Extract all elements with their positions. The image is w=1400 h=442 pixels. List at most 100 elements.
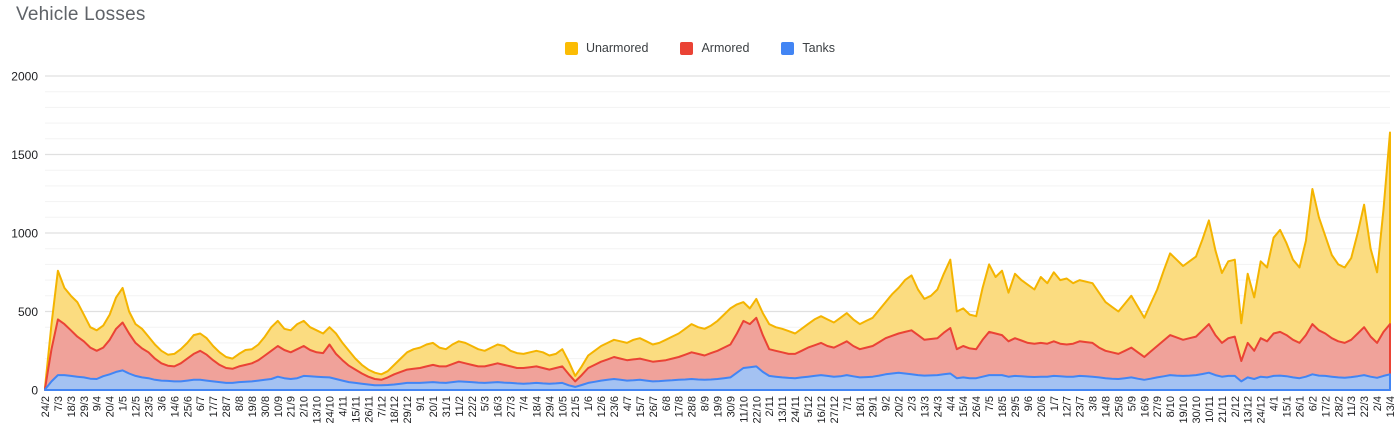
svg-text:24/12: 24/12 — [1256, 396, 1268, 424]
svg-text:14/8: 14/8 — [1101, 396, 1113, 417]
svg-text:2/3: 2/3 — [907, 396, 919, 411]
svg-text:6/8: 6/8 — [661, 396, 673, 411]
svg-text:21/9: 21/9 — [286, 396, 298, 417]
svg-text:27/12: 27/12 — [829, 396, 841, 424]
svg-text:6/7: 6/7 — [195, 396, 207, 411]
svg-text:13/3: 13/3 — [919, 396, 931, 417]
svg-text:7/5: 7/5 — [984, 396, 996, 411]
armored-swatch-icon — [680, 41, 694, 55]
svg-text:30/8: 30/8 — [260, 396, 272, 417]
svg-text:5/3: 5/3 — [480, 396, 492, 411]
svg-text:15/1: 15/1 — [1282, 396, 1294, 417]
svg-text:6/2: 6/2 — [1307, 396, 1319, 411]
svg-text:24/2: 24/2 — [40, 396, 52, 417]
svg-text:17/7: 17/7 — [208, 396, 220, 417]
svg-text:20/6: 20/6 — [1036, 396, 1048, 417]
svg-text:9/4: 9/4 — [92, 396, 104, 411]
svg-text:10/5: 10/5 — [557, 396, 569, 417]
svg-text:28/8: 28/8 — [687, 396, 699, 417]
svg-text:28/7: 28/7 — [221, 396, 233, 417]
unarmored-swatch-icon — [564, 41, 578, 55]
legend-label-tanks: Tanks — [802, 41, 836, 55]
legend-label-unarmored: Unarmored — [585, 41, 649, 55]
legend-item-unarmored: Unarmored — [564, 41, 649, 55]
svg-text:24/10: 24/10 — [325, 396, 337, 424]
chart-legend: Unarmored Armored Tanks — [0, 41, 1400, 55]
svg-text:18/3: 18/3 — [66, 396, 78, 417]
svg-text:19/9: 19/9 — [713, 396, 725, 417]
svg-text:11/10: 11/10 — [738, 396, 750, 423]
svg-text:31/1: 31/1 — [441, 396, 453, 417]
svg-text:8/10: 8/10 — [1165, 396, 1177, 417]
svg-text:25/6: 25/6 — [182, 396, 194, 417]
svg-text:1500: 1500 — [11, 148, 38, 162]
svg-text:12/6: 12/6 — [596, 396, 608, 417]
svg-text:26/1: 26/1 — [1295, 396, 1307, 417]
svg-text:12/7: 12/7 — [1062, 396, 1074, 417]
svg-text:26/4: 26/4 — [971, 396, 983, 417]
svg-text:15/4: 15/4 — [958, 396, 970, 417]
svg-text:26/11: 26/11 — [363, 396, 375, 423]
svg-text:29/5: 29/5 — [1010, 396, 1022, 417]
svg-text:21/5: 21/5 — [570, 396, 582, 417]
svg-text:8/9: 8/9 — [700, 396, 712, 411]
svg-text:1/7: 1/7 — [1049, 396, 1061, 411]
svg-text:29/4: 29/4 — [544, 396, 556, 417]
svg-text:4/11: 4/11 — [338, 396, 350, 417]
svg-text:4/1: 4/1 — [1269, 396, 1281, 411]
svg-text:23/5: 23/5 — [144, 396, 156, 417]
svg-text:20/1: 20/1 — [428, 396, 440, 417]
svg-text:9/6: 9/6 — [1023, 396, 1035, 411]
chart-title: Vehicle Losses — [16, 4, 146, 25]
svg-text:12/5: 12/5 — [131, 396, 143, 417]
svg-text:4/4: 4/4 — [945, 396, 957, 411]
svg-text:24/11: 24/11 — [790, 396, 802, 423]
svg-text:15/11: 15/11 — [350, 396, 362, 423]
svg-text:2/4: 2/4 — [1372, 396, 1384, 411]
svg-text:22/10: 22/10 — [751, 396, 763, 424]
svg-text:13/12: 13/12 — [1243, 396, 1255, 424]
svg-text:2/10: 2/10 — [299, 396, 311, 417]
svg-text:16/3: 16/3 — [493, 396, 505, 417]
svg-text:26/7: 26/7 — [648, 396, 660, 417]
svg-text:20/2: 20/2 — [894, 396, 906, 417]
svg-text:9/1: 9/1 — [415, 396, 427, 411]
svg-text:27/9: 27/9 — [1152, 396, 1164, 417]
svg-text:7/12: 7/12 — [376, 396, 388, 417]
svg-text:13/10: 13/10 — [312, 396, 324, 424]
tanks-swatch-icon — [781, 41, 795, 55]
svg-text:29/1: 29/1 — [868, 396, 880, 417]
svg-text:0: 0 — [31, 384, 38, 398]
svg-text:17/2: 17/2 — [1320, 396, 1332, 417]
svg-text:7/1: 7/1 — [842, 396, 854, 411]
svg-text:27/3: 27/3 — [506, 396, 518, 417]
svg-text:1/6: 1/6 — [583, 396, 595, 411]
svg-text:2000: 2000 — [11, 70, 38, 84]
svg-text:16/9: 16/9 — [1139, 396, 1151, 417]
svg-text:24/3: 24/3 — [932, 396, 944, 417]
svg-text:30/9: 30/9 — [725, 396, 737, 417]
svg-text:22/2: 22/2 — [467, 396, 479, 417]
svg-text:1/5: 1/5 — [118, 396, 130, 411]
svg-text:25/8: 25/8 — [1113, 396, 1125, 417]
legend-label-armored: Armored — [701, 41, 750, 55]
svg-text:10/9: 10/9 — [273, 396, 285, 417]
svg-text:17/8: 17/8 — [674, 396, 686, 417]
svg-text:22/3: 22/3 — [1359, 396, 1371, 417]
svg-text:3/6: 3/6 — [156, 396, 168, 411]
svg-text:18/5: 18/5 — [997, 396, 1009, 417]
svg-text:3/8: 3/8 — [1088, 396, 1100, 411]
svg-text:8/8: 8/8 — [234, 396, 246, 411]
svg-text:7/4: 7/4 — [519, 396, 531, 411]
svg-text:20/4: 20/4 — [105, 396, 117, 417]
svg-text:18/12: 18/12 — [389, 396, 401, 424]
svg-text:16/12: 16/12 — [816, 396, 828, 424]
svg-text:29/3: 29/3 — [79, 396, 91, 417]
svg-text:15/7: 15/7 — [635, 396, 647, 417]
svg-text:1000: 1000 — [11, 227, 38, 241]
svg-text:5/12: 5/12 — [803, 396, 815, 417]
svg-text:19/10: 19/10 — [1178, 396, 1190, 424]
svg-text:9/2: 9/2 — [881, 396, 893, 411]
